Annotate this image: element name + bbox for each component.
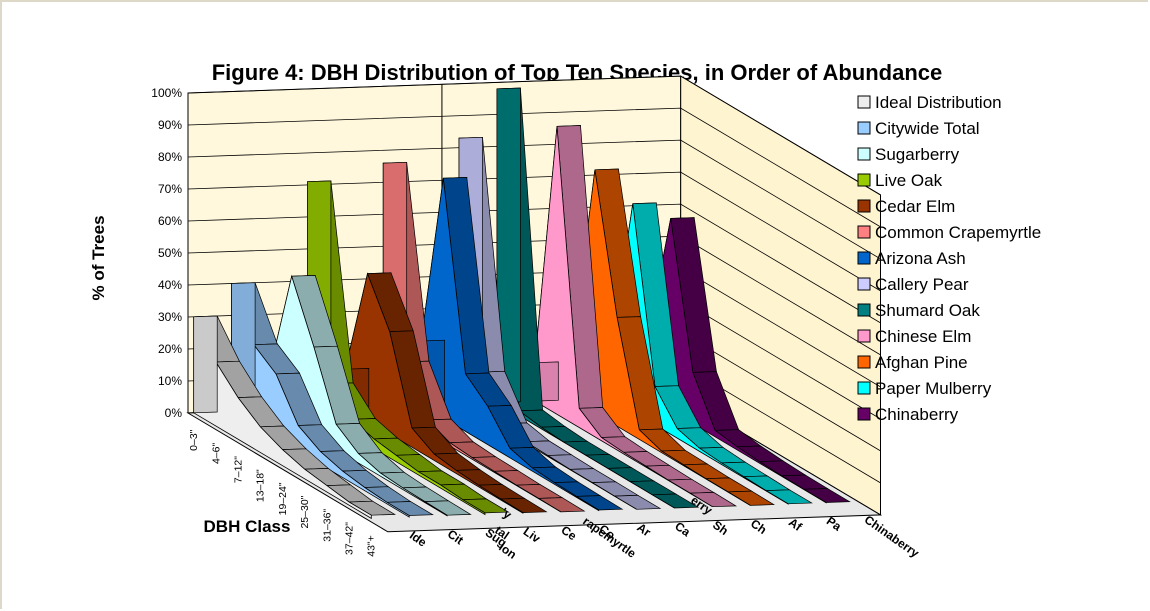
legend-item: Sugarberry (857, 145, 960, 164)
legend-label: Callery Pear (875, 275, 969, 294)
y-tick-label: 100% (151, 86, 182, 100)
y-gridline (187, 139, 881, 260)
y-tick-label: 60% (158, 214, 182, 228)
legend-label: Cedar Elm (875, 197, 955, 216)
legend-item: Afghan Pine (857, 353, 968, 372)
series-ideal-distribution (193, 315, 397, 520)
legend-label: Paper Mulberry (875, 379, 992, 398)
legend-item: Arizona Ash (857, 249, 966, 268)
y-tick-label: 20% (158, 342, 182, 356)
legend-item: Callery Pear (857, 275, 969, 294)
series-area (231, 283, 410, 518)
legend: Ideal Distribution Citywide Total Sugarber… (857, 93, 1041, 424)
legend-item: Ideal Distribution (857, 93, 1002, 112)
legend-swatch (857, 381, 871, 395)
y-gridline (187, 75, 881, 196)
y-tick-label: 10% (158, 374, 182, 388)
legend-swatch (857, 95, 871, 109)
y-tick-labels: 0% 10% 20% 30% 40% 50% 60% 70% 80% 90% 100% (151, 86, 182, 420)
legend-swatch (857, 225, 871, 239)
legend-label: Chinese Elm (875, 327, 971, 346)
legend-swatch (857, 303, 871, 317)
legend-swatch (857, 355, 871, 369)
legend-item: Common Crapemyrtle (857, 223, 1041, 242)
series-citywide-total (231, 282, 434, 518)
series-area (344, 272, 524, 514)
x-tick-label: 19–24" (277, 482, 289, 515)
legend-item: Chinese Elm (857, 327, 971, 346)
legend-swatch (857, 329, 871, 343)
legend-label: Citywide Total (875, 119, 980, 138)
x-tick-label: 7–12" (233, 456, 245, 483)
legend-swatch (857, 277, 871, 291)
y-tick-label: 40% (158, 278, 182, 292)
legend-label: Live Oak (875, 171, 943, 190)
series-layer (193, 87, 851, 520)
legend-label: Sugarberry (875, 145, 960, 164)
x-tick-label: 43"+ (366, 535, 378, 557)
y-gridline (187, 107, 881, 228)
legend-item: Citywide Total (857, 119, 980, 138)
legend-item: Chinaberry (857, 405, 959, 424)
y-gridline (187, 203, 881, 324)
x-tick-label: 0–3" (188, 429, 200, 451)
legend-swatch (857, 147, 871, 161)
legend-label: Chinaberry (875, 405, 959, 424)
y-tick-label: 70% (158, 182, 182, 196)
legend-swatch (857, 121, 871, 135)
legend-item: Cedar Elm (857, 197, 955, 216)
series-shumard-oak (496, 87, 700, 509)
legend-swatch (857, 173, 871, 187)
y-tick-label: 0% (165, 406, 183, 420)
legend-label: Ideal Distribution (875, 93, 1002, 112)
legend-swatch (857, 251, 871, 265)
legend-item: Paper Mulberry (857, 379, 992, 398)
series-axis-fragment: tal (492, 523, 512, 543)
x-category-labels: 0–3" 4–6" 7–12" 13–18" 19–24" 25–30" 31–36" 37–… (188, 429, 378, 556)
y-tick-label: 30% (158, 310, 182, 324)
series-axis-label: Chinaberry (862, 512, 922, 560)
series-chinese-elm (534, 125, 738, 508)
x-tick-label: 37–42" (344, 522, 356, 555)
x-tick-label: 4–6" (210, 443, 222, 465)
y-tick-label: 80% (158, 150, 182, 164)
legend-item: Shumard Oak (857, 301, 980, 320)
x-tick-label: 13–18" (255, 469, 267, 502)
legend-label: Afghan Pine (875, 353, 968, 372)
x-tick-label: 25–30" (299, 495, 311, 528)
y-gridline (187, 171, 881, 292)
series-area (648, 218, 827, 504)
legend-label: Shumard Oak (875, 301, 980, 320)
series-area (534, 126, 713, 508)
legend-item: Live Oak (857, 171, 943, 190)
y-axis-label: % of Trees (89, 215, 108, 300)
legend-swatch (857, 199, 871, 213)
y-tick-label: 50% (158, 246, 182, 260)
series-area (193, 316, 372, 520)
legend-swatch (857, 407, 871, 421)
series-end-cap (193, 315, 218, 414)
y-tick-label: 90% (158, 118, 182, 132)
legend-label: Arizona Ash (875, 249, 966, 268)
series-area (420, 178, 600, 512)
x-tick-label: 31–36" (321, 509, 333, 542)
series-area (496, 88, 675, 509)
legend-label: Common Crapemyrtle (875, 223, 1041, 242)
series-area (572, 169, 751, 506)
x-axis-label: DBH Class (204, 517, 291, 536)
series-chinaberry (648, 217, 851, 504)
